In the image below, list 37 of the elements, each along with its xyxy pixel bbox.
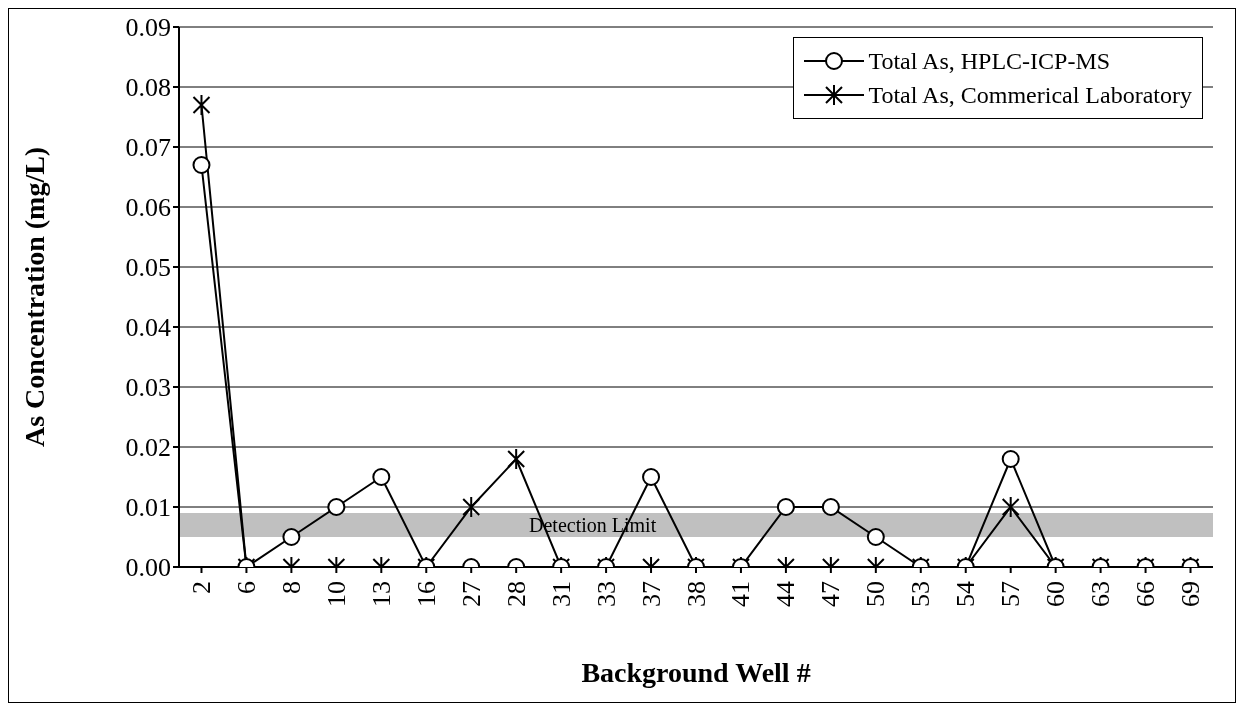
- x-tick-label: 57: [996, 581, 1026, 607]
- y-tick-label: 0.05: [125, 253, 171, 283]
- x-axis-title: Background Well #: [581, 657, 811, 688]
- x-tick-label: 37: [636, 581, 666, 607]
- y-tick-label: 0.03: [125, 373, 171, 403]
- x-tick-label: 33: [591, 581, 621, 607]
- x-tick-label: 10: [321, 581, 351, 607]
- y-tick-label: 0.00: [125, 553, 171, 583]
- x-tick-label: 63: [1086, 581, 1116, 607]
- x-tick-label: 60: [1041, 581, 1071, 607]
- x-tick-label: 47: [816, 581, 846, 607]
- y-axis-title: As Concentration (mg/L): [18, 146, 50, 447]
- x-tick-label: 8: [276, 581, 306, 594]
- legend-label: Total As, Commerical Laboratory: [868, 81, 1192, 110]
- y-tick-label: 0.09: [125, 13, 171, 43]
- y-tick-label: 0.07: [125, 133, 171, 163]
- x-tick-label: 38: [681, 581, 711, 607]
- legend-label: Total As, HPLC-ICP-MS: [868, 47, 1111, 76]
- x-tick-label: 44: [771, 581, 801, 607]
- x-tick-label: 69: [1176, 581, 1206, 607]
- y-tick-label: 0.02: [125, 433, 171, 463]
- x-tick-label: 2: [186, 581, 216, 594]
- x-tick-label: 13: [366, 581, 396, 607]
- y-tick-label: 0.08: [125, 73, 171, 103]
- x-tick-label: 66: [1131, 581, 1161, 607]
- x-tick-label: 27: [456, 581, 486, 607]
- x-tick-label: 28: [501, 581, 531, 607]
- y-tick-label: 0.01: [125, 493, 171, 523]
- x-tick-label: 6: [231, 581, 261, 594]
- x-tick-label: 54: [951, 581, 981, 607]
- x-tick-label: 41: [726, 581, 756, 607]
- y-tick-label: 0.04: [125, 313, 171, 343]
- x-tick-label: 16: [411, 581, 441, 607]
- y-tick-label: 0.06: [125, 193, 171, 223]
- x-tick-label: 50: [861, 581, 891, 607]
- x-tick-label: 53: [906, 581, 936, 607]
- x-tick-label: 31: [546, 581, 576, 607]
